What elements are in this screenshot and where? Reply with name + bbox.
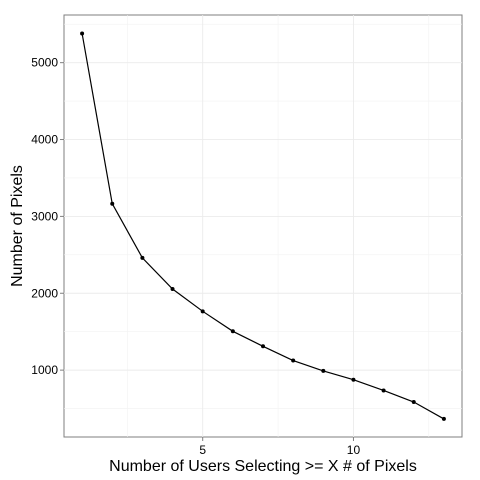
x-tick-label: 10 [347, 443, 361, 457]
y-tick-label: 1000 [31, 363, 58, 377]
data-point [140, 255, 145, 260]
x-tick-label: 5 [199, 443, 206, 457]
data-point [110, 201, 115, 206]
data-point [200, 309, 205, 314]
data-point [80, 31, 85, 36]
data-point [441, 416, 446, 421]
data-point [261, 344, 265, 349]
data-point [411, 400, 416, 405]
data-point [230, 329, 235, 334]
plot-panel [63, 14, 463, 438]
y-tick-label: 3000 [31, 209, 58, 223]
data-point [381, 388, 386, 393]
data-point [321, 368, 326, 373]
x-axis-title: Number of Users Selecting >= X # of Pixe… [109, 458, 417, 475]
y-tick-label: 2000 [31, 286, 58, 300]
data-point [291, 358, 296, 363]
y-tick-label: 5000 [31, 56, 58, 70]
data-point [351, 377, 356, 382]
tick-labels: 5 10 1000 2000 3000 4000 5000 [31, 56, 360, 457]
y-tick-label: 4000 [31, 133, 58, 147]
grid-lines [64, 15, 462, 437]
tick-marks [60, 62, 354, 441]
y-axis-title: Number of Pixels [9, 165, 26, 287]
data-point [170, 287, 175, 292]
data-points [80, 31, 446, 421]
